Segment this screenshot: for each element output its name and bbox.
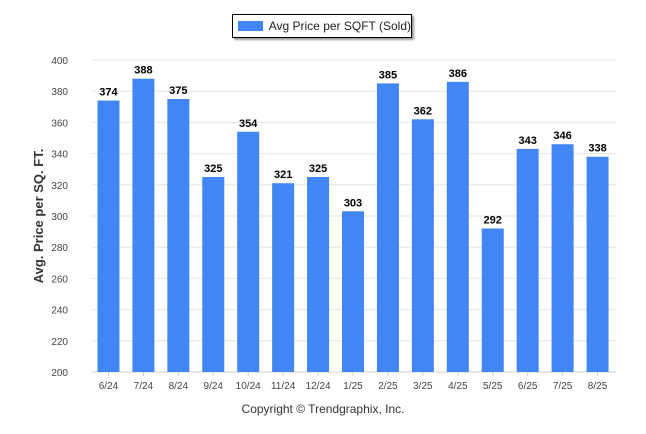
- x-tick-label: 10/24: [236, 381, 261, 392]
- bar-10-24: [237, 131, 260, 372]
- bar-1-25: [342, 211, 364, 372]
- bar-5-25: [481, 228, 504, 372]
- bar-7-25: [551, 144, 574, 372]
- y-axis-title: Avg. Price per SQ. FT.: [31, 149, 46, 284]
- data-label: 374: [99, 87, 118, 99]
- data-label: 375: [169, 85, 187, 97]
- bar-8-25: [586, 156, 609, 372]
- bars: [97, 78, 609, 373]
- bar-6-24: [97, 100, 120, 372]
- x-tick-label: 9/24: [204, 381, 224, 392]
- y-tick-label: 300: [51, 212, 68, 223]
- bar-3-25: [411, 119, 434, 372]
- x-tick-label: 8/24: [169, 381, 189, 392]
- data-label: 346: [553, 130, 571, 142]
- x-tick-label: 12/24: [306, 381, 331, 392]
- y-tick-label: 260: [51, 274, 68, 285]
- copyright-text: Copyright © Trendgraphix, Inc.: [241, 402, 405, 416]
- x-tick-label: 7/25: [553, 381, 573, 392]
- legend-swatch: [238, 21, 263, 31]
- y-tick-label: 280: [51, 243, 68, 254]
- data-label: 325: [309, 163, 327, 175]
- data-label: 325: [204, 163, 222, 175]
- y-tick-label: 240: [51, 306, 68, 317]
- legend: Avg Price per SQFT (Sold): [232, 14, 412, 38]
- data-label: 321: [274, 169, 292, 181]
- legend-label: Avg Price per SQFT (Sold): [268, 19, 411, 33]
- data-label: 338: [588, 143, 606, 155]
- x-tick-label: 2/25: [378, 381, 398, 392]
- data-label: 343: [518, 135, 536, 147]
- bar-9-24: [202, 177, 225, 372]
- data-labels: 374 388 375 325 354 321 325 303 385 362 386 292 343 3…: [99, 65, 606, 227]
- bar-2-25: [376, 83, 399, 373]
- y-tick-label: 340: [51, 150, 68, 161]
- x-axis-ticks: 6/24 7/24 8/24 9/24 10/24 11/24 12/24 1/25 2/25 3…: [99, 372, 608, 392]
- data-label: 362: [414, 105, 432, 117]
- x-tick-label: 8/25: [588, 381, 608, 392]
- x-tick-label: 5/25: [483, 381, 503, 392]
- x-tick-label: 4/25: [448, 381, 468, 392]
- bar-7-24: [132, 78, 155, 372]
- bar-4-25: [446, 81, 469, 372]
- y-tick-label: 400: [51, 56, 68, 67]
- data-label: 303: [344, 197, 362, 209]
- x-tick-label: 11/24: [271, 381, 296, 392]
- data-label: 292: [484, 214, 502, 226]
- bar-12-24: [307, 177, 330, 372]
- y-tick-label: 360: [51, 118, 68, 129]
- bar-6-25: [516, 148, 539, 372]
- data-label: 354: [239, 118, 258, 130]
- y-axis-ticks: 200 220 240 260 280 300 320 340 360 380 400: [51, 56, 68, 379]
- y-tick-label: 320: [51, 181, 68, 192]
- bar-8-24: [167, 99, 190, 372]
- x-tick-label: 7/24: [134, 381, 154, 392]
- y-tick-label: 200: [51, 368, 68, 379]
- x-tick-label: 6/24: [99, 381, 119, 392]
- data-label: 385: [379, 69, 397, 81]
- y-tick-label: 380: [51, 87, 68, 98]
- x-tick-label: 6/25: [518, 381, 538, 392]
- bar-11-24: [272, 183, 295, 372]
- data-label: 388: [134, 65, 152, 77]
- y-tick-label: 220: [51, 337, 68, 348]
- data-label: 386: [449, 68, 467, 80]
- x-tick-label: 1/25: [343, 381, 363, 392]
- x-tick-label: 3/25: [413, 381, 433, 392]
